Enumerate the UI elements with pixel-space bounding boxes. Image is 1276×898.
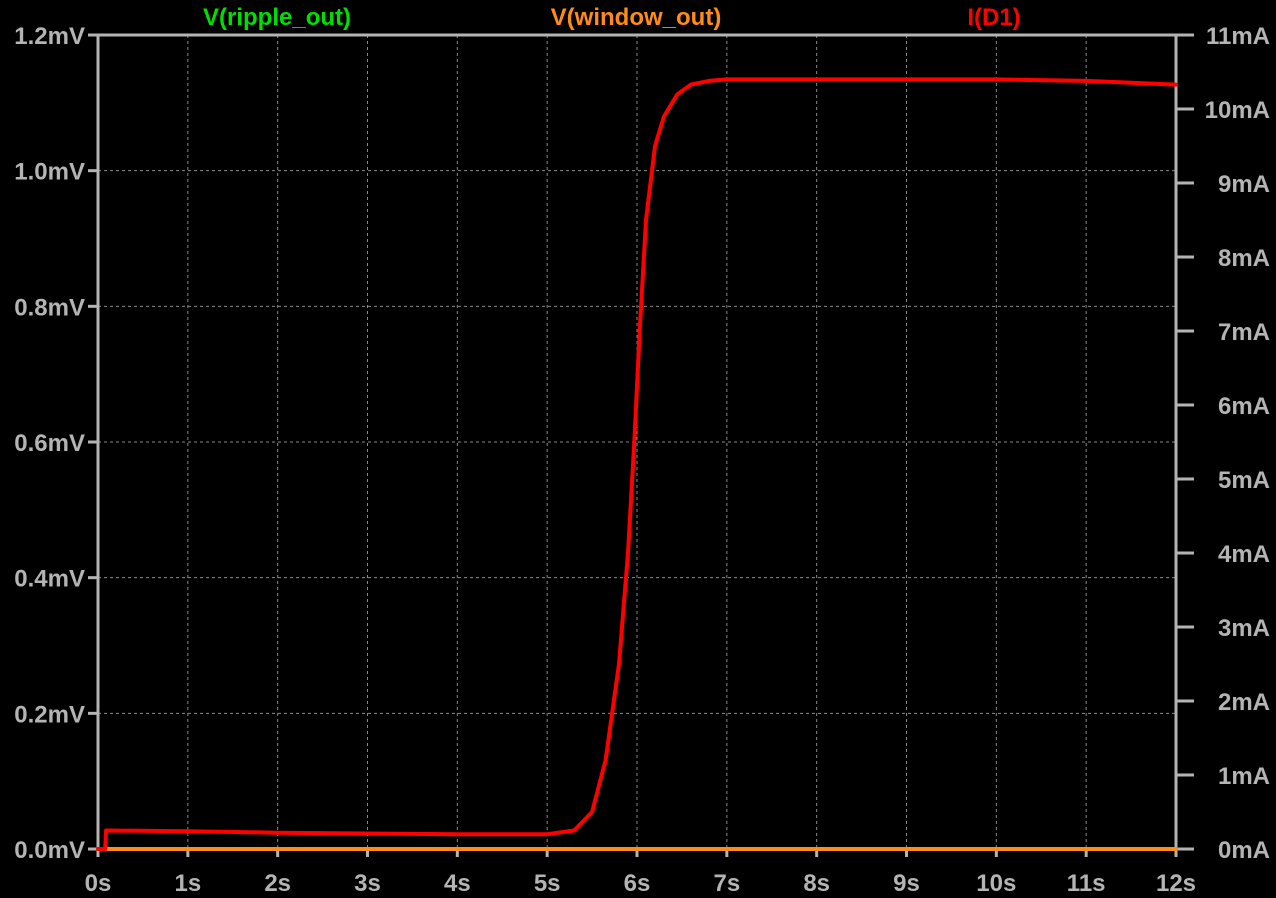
- y-left-tick-label: 1.0mV: [14, 159, 85, 186]
- x-tick-label: 1s: [174, 870, 201, 897]
- y-right-tick-label: 9mA: [1218, 171, 1270, 198]
- y-right-tick-label: 4mA: [1218, 541, 1270, 568]
- y-right-tick-label: 3mA: [1218, 615, 1270, 642]
- legend-entry: I(D1): [967, 4, 1020, 31]
- legend: V(ripple_out) V(window_out) I(D1): [203, 4, 1021, 31]
- y-right-tick-label: 2mA: [1218, 689, 1270, 716]
- x-tick-label: 0s: [85, 870, 112, 897]
- x-tick-label: 4s: [444, 870, 471, 897]
- series-line: [96, 77, 1178, 851]
- x-tick-label: 12s: [1156, 870, 1196, 897]
- x-tick-label: 8s: [803, 870, 830, 897]
- y-left-tick-label: 0.0mV: [14, 837, 85, 864]
- y-right-tick-label: 7mA: [1218, 319, 1270, 346]
- y-right-tick-label: 1mA: [1218, 763, 1270, 790]
- x-tick-label: 11s: [1067, 870, 1106, 897]
- x-tick-label: 10s: [976, 870, 1016, 897]
- grid: [98, 35, 1176, 849]
- y-left-tick-label: 0.8mV: [14, 294, 85, 321]
- y-right-tick-label: 6mA: [1218, 393, 1270, 420]
- y-left-tick-label: 1.2mV: [14, 23, 85, 50]
- traces: [96, 77, 1178, 851]
- x-tick-label: 3s: [354, 870, 381, 897]
- x-tick-label: 2s: [264, 870, 291, 897]
- legend-entry: V(window_out): [551, 4, 722, 31]
- y-right-tick-label: 10mA: [1205, 97, 1270, 124]
- y-axis-right: 0mA 1mA 2mA 3mA 4mA 5mA 6mA 7mA 8mA 9mA 10mA 11mA: [1176, 23, 1270, 864]
- y-right-tick-label: 0mA: [1218, 837, 1270, 864]
- y-right-tick-label: 11mA: [1206, 23, 1270, 50]
- y-left-tick-label: 0.4mV: [14, 566, 85, 593]
- x-tick-label: 6s: [624, 870, 651, 897]
- x-tick-label: 9s: [893, 870, 920, 897]
- legend-entry: V(ripple_out): [203, 4, 351, 31]
- x-tick-label: 5s: [534, 870, 561, 897]
- x-tick-label: 7s: [713, 870, 740, 897]
- y-right-tick-label: 8mA: [1218, 245, 1270, 272]
- y-left-tick-label: 0.6mV: [14, 430, 85, 457]
- x-axis: 0s 1s 2s 3s 4s 5s 6s 7s 8s 9s 10s 11s 12s: [85, 849, 1196, 897]
- y-axis-left: 0.0mV 0.2mV 0.4mV 0.6mV 0.8mV 1.0mV 1.2mV: [14, 23, 98, 864]
- y-left-tick-label: 0.2mV: [14, 701, 85, 728]
- y-right-tick-label: 5mA: [1218, 467, 1270, 494]
